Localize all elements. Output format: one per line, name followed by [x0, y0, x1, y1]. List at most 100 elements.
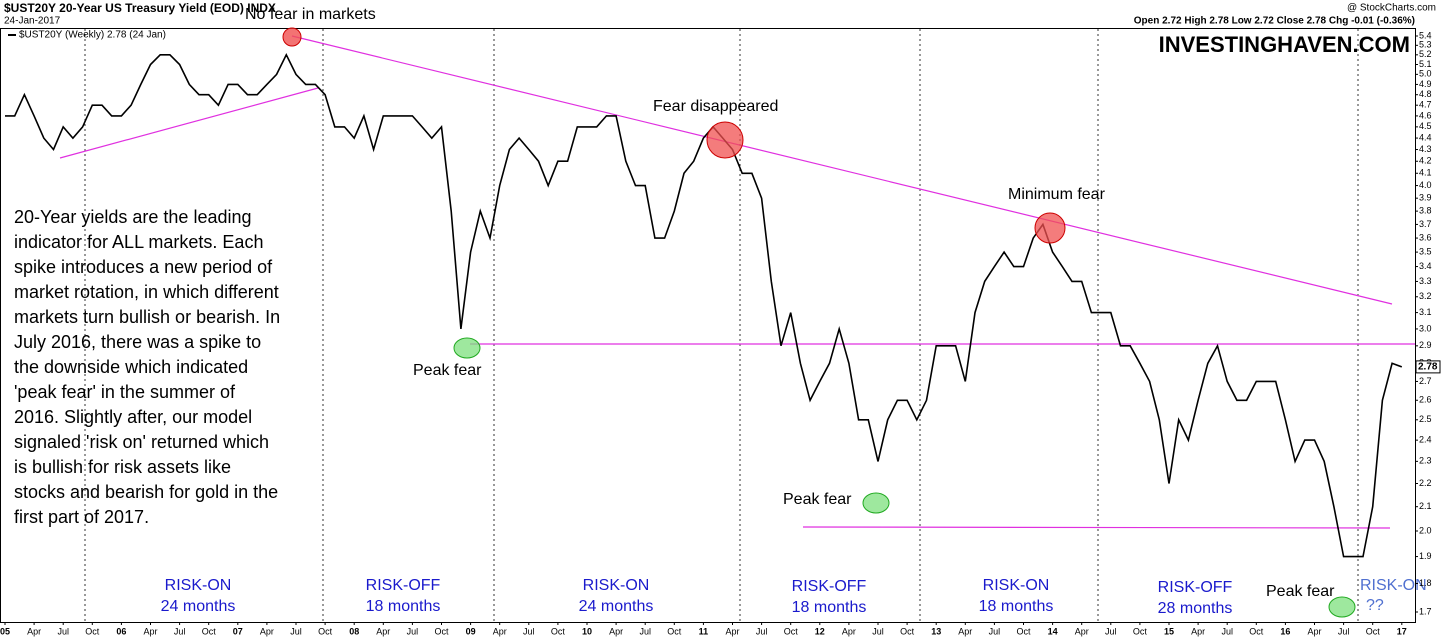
x-tick-label: Jul — [872, 626, 884, 636]
annotation: Peak fear — [783, 491, 852, 508]
x-tick-label: Apr — [260, 626, 274, 636]
y-tick-label: 2.0 — [1419, 525, 1432, 535]
x-tick-label: Jul — [1221, 626, 1233, 636]
y-tick-label: 5.1 — [1419, 59, 1432, 69]
x-tick-label: Oct — [202, 626, 217, 636]
period-length: 18 months — [979, 598, 1054, 615]
x-tick-label: Apr — [958, 626, 972, 636]
x-tick-label: 16 — [1280, 626, 1290, 636]
y-tick-label: 3.4 — [1419, 261, 1432, 271]
x-tick-label: 06 — [116, 626, 126, 636]
x-tick-label: 09 — [466, 626, 476, 636]
x-tick-label: Apr — [376, 626, 390, 636]
commentary-line: 2016. Slightly after, our model — [14, 407, 252, 427]
y-tick-label: 3.1 — [1419, 307, 1432, 317]
x-tick-label: Oct — [784, 626, 799, 636]
x-tick-label: 15 — [1164, 626, 1174, 636]
x-tick-label: Apr — [493, 626, 507, 636]
x-tick-label: Apr — [27, 626, 41, 636]
trend-lines — [59, 35, 1415, 529]
period-length: 24 months — [161, 598, 236, 615]
y-tick-label: 5.2 — [1419, 49, 1432, 59]
x-tick-label: Jul — [174, 626, 186, 636]
x-tick-label: Jul — [639, 626, 651, 636]
period-label: RISK-OFF — [792, 578, 867, 595]
commentary-line: 'peak fear' in the summer of — [14, 382, 236, 402]
y-tick-label: 4.6 — [1419, 110, 1432, 120]
y-tick-label: 2.9 — [1419, 340, 1432, 350]
x-tick-label: Oct — [900, 626, 915, 636]
x-tick-label: 13 — [931, 626, 941, 636]
period-dividers — [84, 29, 1359, 622]
series-layer — [5, 52, 1403, 558]
y-tick-label: 1.7 — [1419, 606, 1432, 616]
last-value-label: 2.78 — [1418, 362, 1438, 373]
y-tick-label: 4.5 — [1419, 121, 1432, 131]
annotation: Peak fear — [1266, 583, 1335, 600]
x-tick-label: Oct — [1133, 626, 1148, 636]
period-label: RISK-ON — [583, 577, 650, 594]
y-tick-label: 2.5 — [1419, 414, 1432, 424]
x-tick-label: Oct — [1249, 626, 1264, 636]
commentary-line: the downside which indicated — [14, 357, 248, 377]
commentary-line: 20-Year yields are the leading — [14, 207, 252, 227]
period-label: RISK-ON — [983, 577, 1050, 594]
period-length: 28 months — [1158, 600, 1233, 617]
x-tick-label: 11 — [699, 626, 709, 636]
commentary-line: first part of 2017. — [14, 507, 149, 527]
annotation: Fear disappeared — [653, 98, 778, 115]
x-tick-label: 08 — [349, 626, 359, 636]
x-tick-label: Oct — [667, 626, 682, 636]
markers — [282, 27, 1356, 618]
legend-label: $UST20Y (Weekly) 2.78 (24 Jan) — [19, 30, 166, 41]
y-tick-label: 4.8 — [1419, 89, 1432, 99]
y-tick-label: 5.0 — [1419, 69, 1432, 79]
date: 24-Jan-2017 — [4, 16, 61, 27]
y-tick-label: 4.7 — [1419, 100, 1432, 110]
y-tick-label: 2.3 — [1419, 456, 1432, 466]
annotation: Peak fear — [413, 362, 482, 379]
y-tick-label: 4.3 — [1419, 144, 1432, 154]
commentary-line: is bullish for risk assets like — [14, 457, 231, 477]
y-tick-label: 2.1 — [1419, 501, 1432, 511]
quote: Open 2.72 High 2.78 Low 2.72 Close 2.78 … — [1134, 16, 1415, 27]
period-length: 18 months — [792, 599, 867, 616]
y-tick-label: 5.4 — [1419, 30, 1432, 40]
y-tick-label: 4.2 — [1419, 156, 1432, 166]
x-tick-label: 10 — [582, 626, 592, 636]
commentary-line: signaled 'risk on' returned which — [14, 432, 269, 452]
commentary: 20-Year yields are the leading indicator … — [14, 207, 280, 527]
x-tick-label: Jul — [989, 626, 1001, 636]
x-tick-label: 07 — [233, 626, 243, 636]
y-tick-label: 2.4 — [1419, 435, 1432, 445]
commentary-line: indicator for ALL markets. Each — [14, 232, 263, 252]
y-tick-label: 3.9 — [1419, 193, 1432, 203]
y-tick-label: 3.7 — [1419, 219, 1432, 229]
y-tick-label: 2.6 — [1419, 395, 1432, 405]
y-tick-label: 4.4 — [1419, 132, 1432, 142]
x-tick-label: Apr — [1075, 626, 1089, 636]
series-line — [5, 52, 1403, 558]
y-tick-label: 3.2 — [1419, 291, 1432, 301]
y-tick-label: 4.0 — [1419, 180, 1432, 190]
x-tick-label: 17 — [1397, 626, 1407, 636]
y-tick-label: 4.1 — [1419, 168, 1432, 178]
x-tick-label: Oct — [551, 626, 566, 636]
x-tick-label: 14 — [1048, 626, 1058, 636]
x-tick-label: Oct — [1016, 626, 1031, 636]
x-tick-label: Apr — [1307, 626, 1321, 636]
x-tick-label: Oct — [1366, 626, 1381, 636]
x-tick-label: Jul — [756, 626, 768, 636]
x-tick-label: Jul — [1105, 626, 1117, 636]
x-tick-label: Jul — [1338, 626, 1350, 636]
y-tick-label: 2.2 — [1419, 478, 1432, 488]
y-tick-label: 5.3 — [1419, 40, 1432, 50]
period-label: RISK-ON — [165, 577, 232, 594]
annotation: No fear in markets — [245, 6, 376, 23]
commentary-line: markets turn bullish or bearish. In — [14, 307, 280, 327]
x-tick-label: Apr — [842, 626, 856, 636]
commentary-line: spike introduces a new period of — [14, 257, 273, 277]
x-tick-label: Oct — [85, 626, 100, 636]
x-tick-label: Oct — [318, 626, 333, 636]
